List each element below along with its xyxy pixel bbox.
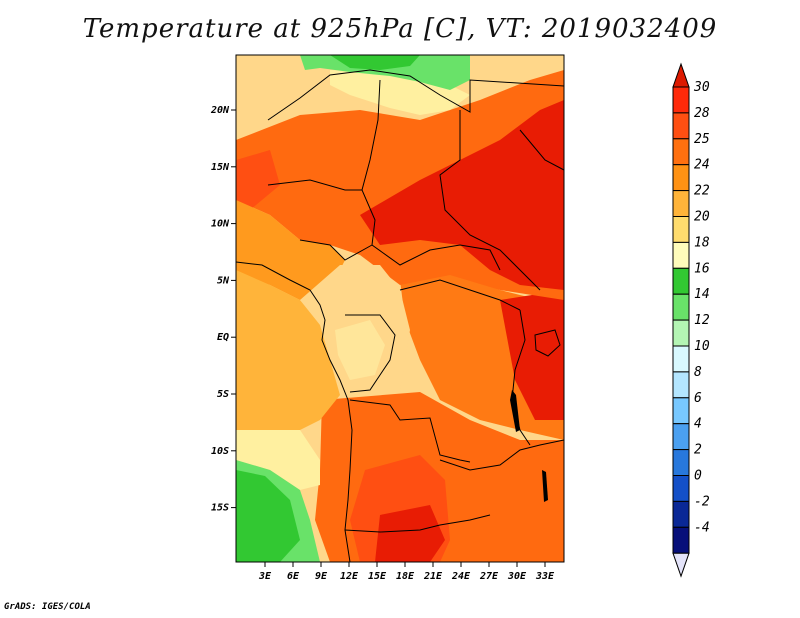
border-car: [371, 244, 501, 271]
colorbar-box: [672, 449, 690, 477]
colorbar-box: [672, 190, 690, 218]
colorbar-box: [672, 500, 690, 528]
lon-label: 18E: [396, 571, 415, 582]
colorbar-box: [672, 138, 690, 166]
colorbar-box: [672, 216, 690, 243]
colorbar-box: [672, 86, 690, 114]
colorbar-box: [672, 319, 690, 347]
field-mid-orange: [236, 270, 340, 430]
field-very-hot-south-core: [375, 505, 445, 562]
border-zambia: [439, 439, 564, 471]
colorbar-label: 12: [694, 313, 710, 328]
field-green-north-core: [330, 55, 420, 70]
lat-label: EQ: [217, 332, 229, 343]
colorbar-box: [672, 371, 690, 399]
lat-label: 15S: [211, 503, 229, 514]
lon-label: 12E: [340, 571, 359, 582]
map-frame: [235, 54, 565, 563]
field-pale-north: [330, 70, 470, 115]
border-angola: [349, 399, 471, 463]
grads-credit: GrADS: IGES/COLA: [4, 602, 91, 612]
colorbar-label: 24: [694, 158, 710, 173]
border-sudan: [439, 110, 541, 291]
latitude-axis: 20N 15N 10N 5N EQ 5S 10S 15S: [210, 105, 236, 514]
colorbar-label: 20: [694, 210, 710, 225]
colorbar-label: 2: [694, 443, 702, 458]
longitude-axis: 3E 6E 9E 12E 15E 18E 21E 24E 27E 30E 33E: [258, 562, 555, 582]
border-ethiopia: [519, 129, 564, 171]
colorbar-top-arrow: [672, 62, 690, 88]
lon-label: 33E: [535, 571, 555, 582]
colorbar-label: 25: [694, 132, 710, 147]
border-drc-east: [511, 309, 531, 446]
lat-label: 10N: [211, 219, 230, 230]
lon-label: 30E: [507, 571, 527, 582]
colorbar-box: [672, 345, 690, 373]
colorbar-label: -2: [694, 494, 710, 509]
field-hot-east-core: [500, 290, 564, 420]
lon-label: 27E: [479, 571, 499, 582]
colorbar-label: 28: [694, 106, 710, 121]
border-nigeria: [267, 179, 373, 261]
field-warm-west: [236, 200, 345, 300]
colorbar-box: [672, 164, 690, 192]
lake-tanganyika: [510, 390, 520, 432]
field-very-hot-north: [360, 100, 564, 290]
lat-label: 15N: [211, 162, 230, 173]
colorbar-label: 10: [694, 339, 710, 354]
lon-label: 24E: [451, 571, 471, 582]
lake-victoria: [534, 329, 561, 357]
map-title: Temperature at 925hPa [C], VT: 201903240…: [82, 14, 718, 44]
border-namibia: [344, 514, 491, 533]
lake-malawi: [542, 470, 548, 502]
lat-label: 5S: [217, 389, 229, 400]
colorbar-bottom-arrow: [672, 552, 690, 578]
lon-label: 3E: [258, 571, 272, 582]
field-green-sw-core: [236, 470, 300, 562]
field-pale-sw: [236, 430, 320, 490]
colorbar-label: -4: [694, 520, 710, 535]
colorbar-box: [672, 293, 690, 321]
colorbar-box: [672, 526, 690, 554]
lon-label: 21E: [423, 571, 443, 582]
field-very-hot-west: [236, 150, 280, 215]
coastline: [236, 261, 353, 562]
colorbar-label: 4: [694, 417, 702, 432]
lat-label: 20N: [210, 105, 230, 116]
lat-label: 10S: [211, 446, 229, 457]
colorbar-label: 18: [694, 235, 710, 250]
colorbar-box: [672, 423, 690, 451]
colorbar-label: 22: [694, 184, 710, 199]
colorbar-box: [672, 397, 690, 425]
field-central-pale: [335, 320, 385, 380]
lat-label: 5N: [217, 275, 230, 286]
colorbar-box: [672, 112, 690, 140]
colorbar-box: [672, 241, 690, 269]
lon-label: 15E: [368, 571, 387, 582]
border-drc-north: [399, 279, 521, 311]
colorbar-box: [672, 267, 690, 295]
colorbar-box: [672, 475, 690, 502]
border-north: [267, 69, 564, 121]
colorbar-label: 6: [694, 391, 702, 406]
colorbar-label: 14: [694, 287, 710, 302]
colorbar-label: 16: [694, 261, 710, 276]
border-congo: [345, 314, 396, 393]
lon-label: 6E: [287, 571, 300, 582]
lon-label: 9E: [315, 571, 328, 582]
colorbar-label: 8: [694, 365, 702, 380]
border-chad: [361, 79, 381, 246]
colorbar-label: 0: [694, 469, 702, 484]
colorbar-label: 30: [693, 80, 710, 95]
